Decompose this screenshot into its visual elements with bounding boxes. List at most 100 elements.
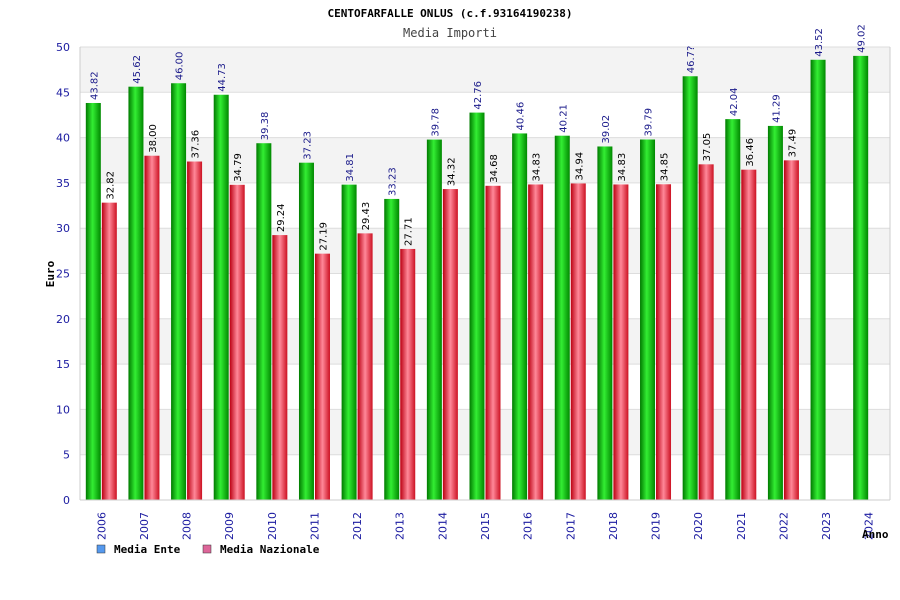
bar-media-nazionale [144, 155, 160, 500]
x-tick-label: 2015 [479, 512, 492, 540]
x-tick-label: 2011 [308, 512, 321, 540]
y-tick-label: 45 [56, 86, 70, 99]
y-tick-label: 40 [56, 132, 70, 145]
data-label-media-ente: 39.02 [601, 115, 612, 144]
data-label-media-ente: 40.21 [558, 104, 569, 133]
value-labels: 43.82 32.82 45.62 38.00 46.00 37.36 44.73 34.79… [89, 24, 867, 250]
bar-media-nazionale [229, 184, 245, 500]
data-label-media-ente: 34.81 [345, 153, 356, 182]
data-label-media-ente: 46.7? [686, 46, 697, 74]
legend: Media Ente Media Nazionale [96, 543, 320, 556]
x-tick-label: 2006 [95, 512, 108, 540]
y-tick-label: 10 [56, 403, 70, 416]
data-label-media-ente: 43.52 [814, 28, 825, 57]
bar-media-nazionale [783, 160, 799, 500]
x-tick-label: 2012 [351, 512, 364, 540]
bar-media-ente [85, 102, 101, 501]
bar-media-ente [384, 198, 400, 500]
bar-media-nazionale [698, 164, 714, 500]
bar-media-nazionale [400, 248, 416, 500]
x-tick-label: 2022 [777, 512, 790, 540]
data-label-media-nazionale: 34.83 [617, 153, 628, 182]
bar-media-ente [128, 86, 144, 500]
y-tick-label: 20 [56, 313, 70, 326]
data-label-media-nazionale: 37.05 [702, 133, 713, 162]
chart-title: CENTOFARFALLE ONLUS (c.f.93164190238) [327, 7, 572, 20]
data-label-media-ente: 43.82 [89, 71, 100, 100]
data-label-media-nazionale: 37.49 [787, 129, 798, 158]
data-label-media-ente: 39.38 [260, 112, 271, 141]
bar-media-nazionale [442, 189, 458, 501]
data-label-media-ente: 46.00 [175, 52, 186, 81]
bar-media-nazionale [101, 202, 117, 500]
x-tick-label: 2023 [820, 512, 833, 540]
x-tick-label: 2017 [564, 512, 577, 540]
x-tick-label: 2014 [436, 512, 449, 540]
y-tick-label: 0 [63, 494, 70, 507]
bar-media-nazionale [613, 184, 629, 501]
bar-media-ente [512, 133, 528, 500]
data-label-media-ente: 39.78 [430, 108, 441, 137]
x-tick-label: 2020 [692, 512, 705, 540]
x-tick-label: 2019 [650, 512, 663, 540]
data-label-media-ente: 37.23 [302, 131, 313, 160]
data-label-media-nazionale: 34.32 [446, 157, 457, 186]
legend-label-media-ente: Media Ente [114, 543, 181, 556]
bar-media-ente [597, 146, 613, 500]
bar-media-nazionale [187, 161, 203, 500]
x-tick-label: 2009 [223, 512, 236, 540]
bar-media-ente [171, 83, 187, 501]
bar-media-nazionale [485, 185, 501, 500]
bar-media-nazionale [570, 183, 586, 500]
data-label-media-nazionale: 27.19 [318, 222, 329, 251]
data-label-media-nazionale: 38.00 [148, 124, 159, 153]
x-tick-label: 2007 [138, 512, 151, 540]
bar-media-ente [213, 94, 229, 500]
y-tick-label: 25 [56, 268, 70, 281]
grid-band [80, 47, 890, 93]
data-label-media-nazionale: 36.46 [745, 138, 756, 167]
data-label-media-nazionale: 34.85 [660, 153, 671, 182]
bar-media-ente [426, 139, 442, 500]
bar-media-ente [554, 135, 570, 501]
data-label-media-nazionale: 37.36 [191, 130, 202, 159]
x-tick-label: 2016 [522, 512, 535, 540]
data-label-media-nazionale: 29.24 [276, 203, 287, 232]
y-tick-label: 50 [56, 41, 70, 54]
bar-media-ente [256, 143, 272, 500]
y-tick-label: 15 [56, 358, 70, 371]
x-axis-label: Anno [862, 528, 889, 541]
bar-media-ente [725, 119, 741, 500]
bar-media-ente [682, 76, 698, 501]
legend-swatch-media-ente [96, 544, 106, 554]
x-tick-label: 2024 [863, 512, 876, 540]
bar-media-ente [640, 139, 656, 500]
x-tick-label: 2018 [607, 512, 620, 540]
bar-media-ente [469, 112, 485, 501]
bars-group [85, 55, 869, 501]
bar-media-ente [298, 162, 314, 500]
data-label-media-ente: 42.76 [473, 81, 484, 110]
x-tick-label: 2021 [735, 512, 748, 540]
bar-media-ente [767, 125, 783, 500]
bar-media-nazionale [528, 184, 544, 501]
y-axis-label: Euro [44, 260, 57, 287]
data-label-media-nazionale: 32.82 [105, 171, 116, 200]
data-label-media-ente: 41.29 [771, 94, 782, 123]
data-label-media-ente: 33.23 [388, 167, 399, 196]
legend-swatch-media-nazionale [202, 544, 212, 554]
bar-media-ente [853, 55, 869, 501]
data-label-media-nazionale: 34.83 [532, 153, 543, 182]
legend-label-media-nazionale: Media Nazionale [220, 543, 320, 556]
bar-media-nazionale [656, 184, 672, 500]
data-label-media-ente: 49.02 [857, 24, 868, 53]
y-axis-ticks: 0 5 10 15 20 25 30 35 40 45 50 [56, 41, 70, 507]
x-axis-ticks: 2006 2007 2008 2009 2010 2011 2012 2013 2014 2015… [95, 512, 875, 540]
x-tick-label: 2013 [394, 512, 407, 540]
data-label-media-nazionale: 34.68 [489, 154, 500, 183]
data-label-media-ente: 40.46 [516, 102, 527, 131]
y-tick-label: 5 [63, 449, 70, 462]
data-label-media-ente: 44.73 [217, 63, 228, 92]
x-tick-label: 2008 [181, 512, 194, 540]
